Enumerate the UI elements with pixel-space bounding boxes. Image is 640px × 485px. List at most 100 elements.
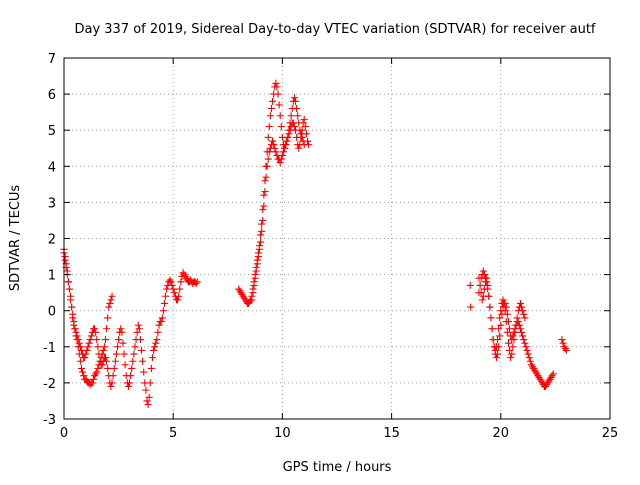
data-point [486, 303, 494, 311]
data-point [494, 336, 502, 344]
data-point [68, 303, 76, 311]
data-point [93, 368, 101, 376]
data-point [135, 325, 143, 333]
data-point [265, 148, 273, 156]
data-point [562, 346, 570, 354]
data-point [511, 328, 519, 336]
data-point [142, 386, 150, 394]
data-point [261, 177, 269, 185]
data-point [514, 318, 522, 326]
data-point [94, 343, 102, 351]
data-point [82, 350, 90, 358]
data-point [126, 379, 134, 387]
data-point [139, 357, 147, 365]
data-point [254, 253, 262, 261]
data-point [128, 364, 136, 372]
data-point [253, 260, 261, 268]
data-point [267, 105, 275, 113]
data-point [281, 144, 289, 152]
data-point [299, 137, 307, 145]
data-point [501, 307, 509, 315]
y-tick-label: -1 [43, 341, 56, 356]
data-point [101, 336, 109, 344]
data-point [284, 133, 292, 141]
data-point [76, 357, 84, 365]
data-point [84, 343, 92, 351]
data-point [72, 328, 80, 336]
data-point [516, 299, 524, 307]
data-point [67, 292, 75, 300]
data-point [503, 310, 511, 318]
data-point [249, 289, 257, 297]
data-point [258, 227, 266, 235]
data-point [510, 336, 518, 344]
data-point [144, 401, 152, 409]
data-point [279, 148, 287, 156]
data-point [523, 346, 531, 354]
data-point [85, 339, 93, 347]
data-point [255, 245, 263, 253]
data-point [77, 364, 85, 372]
data-point [99, 346, 107, 354]
data-point [506, 346, 514, 354]
data-point [155, 321, 163, 329]
data-point [518, 303, 526, 311]
data-point [74, 336, 82, 344]
y-tick-label: 4 [48, 160, 56, 175]
data-point [250, 281, 258, 289]
data-point [487, 314, 495, 322]
data-point [64, 278, 72, 286]
data-point [479, 267, 487, 275]
data-point [298, 133, 306, 141]
data-point [262, 173, 270, 181]
data-point [148, 354, 156, 362]
data-point [520, 310, 528, 318]
data-point [282, 141, 290, 149]
data-point [94, 364, 102, 372]
data-point [110, 364, 118, 372]
data-point [251, 274, 259, 282]
data-point [111, 357, 119, 365]
y-tick-label: 6 [48, 88, 56, 103]
y-tick-label: 0 [48, 305, 56, 320]
x-tick-label: 5 [169, 426, 177, 441]
data-point [296, 126, 304, 134]
data-point [287, 112, 295, 120]
data-point [169, 285, 177, 293]
data-point [163, 285, 171, 293]
data-point [295, 144, 303, 152]
data-point [193, 278, 201, 286]
data-point [107, 383, 115, 391]
data-point [257, 231, 265, 239]
data-point [258, 220, 266, 228]
data-point [502, 318, 510, 326]
data-point [485, 292, 493, 300]
data-point [91, 325, 99, 333]
data-point [133, 328, 141, 336]
data-point [170, 289, 178, 297]
y-tick-label: 3 [48, 196, 56, 211]
data-point [151, 343, 159, 351]
data-point [159, 307, 167, 315]
data-point [261, 188, 269, 196]
x-axis-label: GPS time / hours [283, 460, 392, 475]
data-point [107, 296, 115, 304]
data-point [103, 325, 111, 333]
data-point [476, 281, 484, 289]
data-point [290, 123, 298, 131]
data-point [81, 354, 89, 362]
y-tick-label: 7 [48, 52, 56, 67]
data-point [80, 372, 88, 380]
data-point [484, 281, 492, 289]
data-point [270, 141, 278, 149]
data-point [263, 162, 271, 170]
data-point [112, 350, 120, 358]
y-tick-label: 2 [48, 233, 56, 248]
data-point [120, 350, 128, 358]
data-point [521, 339, 529, 347]
data-point [153, 336, 161, 344]
data-point [71, 325, 79, 333]
data-point [146, 379, 154, 387]
data-point [496, 332, 504, 340]
data-point [61, 256, 69, 264]
